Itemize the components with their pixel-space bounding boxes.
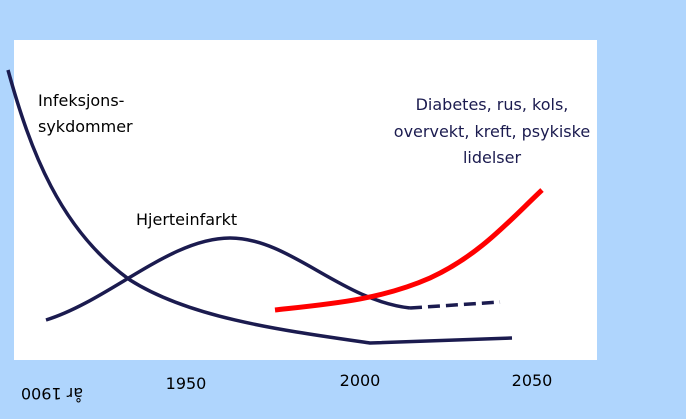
heart-label: Hjerteinfarkt: [136, 210, 237, 229]
heart-curve-projection: [409, 300, 501, 310]
infection-label: Infeksjons-: [38, 91, 124, 110]
heart-curve: [45, 236, 411, 322]
x-axis-label: 1950: [166, 374, 207, 393]
panel: [14, 40, 597, 360]
lifestyle-label: lidelser: [463, 148, 522, 167]
x-axis-label: år 1900: [21, 384, 83, 403]
x-axis-label: 2050: [512, 371, 553, 390]
infection-label: sykdommer: [38, 117, 133, 136]
infection-curve: [6, 69, 513, 345]
x-axis-label: 2000: [340, 371, 381, 390]
lifestyle-label: Diabetes, rus, kols,: [416, 95, 569, 114]
lifestyle-label: overvekt, kreft, psykiske: [394, 122, 590, 141]
lifestyle-curve: [274, 188, 544, 313]
